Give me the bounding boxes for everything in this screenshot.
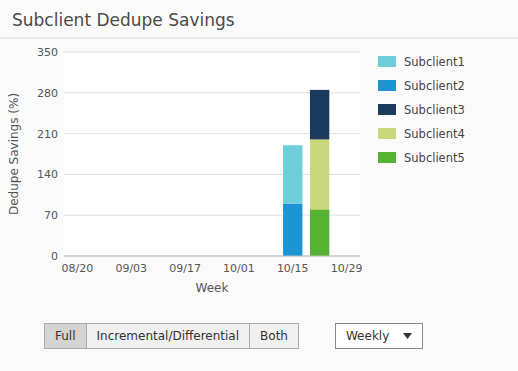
legend: Subclient1 Subclient2 Subclient3 Subclient4…	[378, 55, 465, 165]
legend-swatch	[378, 128, 396, 139]
legend-swatch	[378, 104, 396, 115]
x-tick-label: 09/03	[115, 262, 147, 275]
y-tick-label: 350	[37, 46, 58, 59]
plot-area	[64, 52, 360, 256]
y-tick-label: 280	[37, 87, 58, 100]
y-tick-label: 140	[37, 168, 58, 181]
toggle-button[interactable]: Full	[44, 323, 87, 349]
x-tick-label: 10/01	[223, 262, 255, 275]
dropdown-arrow-shape	[403, 333, 412, 339]
toggle-button[interactable]: Incremental/Differential	[87, 323, 251, 349]
bar-segment	[283, 204, 302, 256]
y-axis-label: Dedupe Savings (%)	[7, 93, 21, 215]
bar-segment	[283, 145, 302, 203]
grid-line	[64, 52, 360, 53]
title: Subclient Dedupe Savings	[12, 10, 235, 30]
x-tick-label: 09/17	[169, 262, 201, 275]
x-axis-line	[64, 256, 360, 257]
dropdown-label: Weekly	[346, 329, 389, 343]
toggle-button[interactable]: Both	[250, 323, 299, 349]
legend-swatch	[378, 152, 396, 163]
y-tick-label: 70	[44, 209, 58, 222]
dropdown-arrow	[403, 333, 412, 339]
x-tick-label: 10/29	[331, 262, 363, 275]
footer: FullIncremental/DifferentialBoth Weekly	[44, 322, 423, 350]
legend-swatch	[378, 80, 396, 91]
bar-segment	[310, 139, 329, 209]
x-tick-label: 08/20	[62, 262, 94, 275]
legend-swatch	[378, 56, 396, 67]
period-dropdown[interactable]: Weekly	[335, 323, 423, 349]
legend-label: Subclient4	[404, 127, 465, 141]
legend-label: Subclient5	[404, 151, 465, 165]
x-axis-label: Week	[196, 281, 229, 295]
grid-line	[64, 256, 360, 257]
separator	[0, 38, 518, 39]
legend-label: Subclient1	[404, 55, 465, 69]
bar-segment	[310, 90, 329, 140]
y-tick-label: 0	[51, 250, 58, 263]
bars	[283, 90, 329, 256]
legend-label: Subclient2	[404, 79, 465, 93]
x-tick-label: 10/15	[277, 262, 309, 275]
y-tick-label: 210	[37, 128, 58, 141]
bar-segment	[310, 209, 329, 256]
legend-label: Subclient3	[404, 103, 465, 117]
